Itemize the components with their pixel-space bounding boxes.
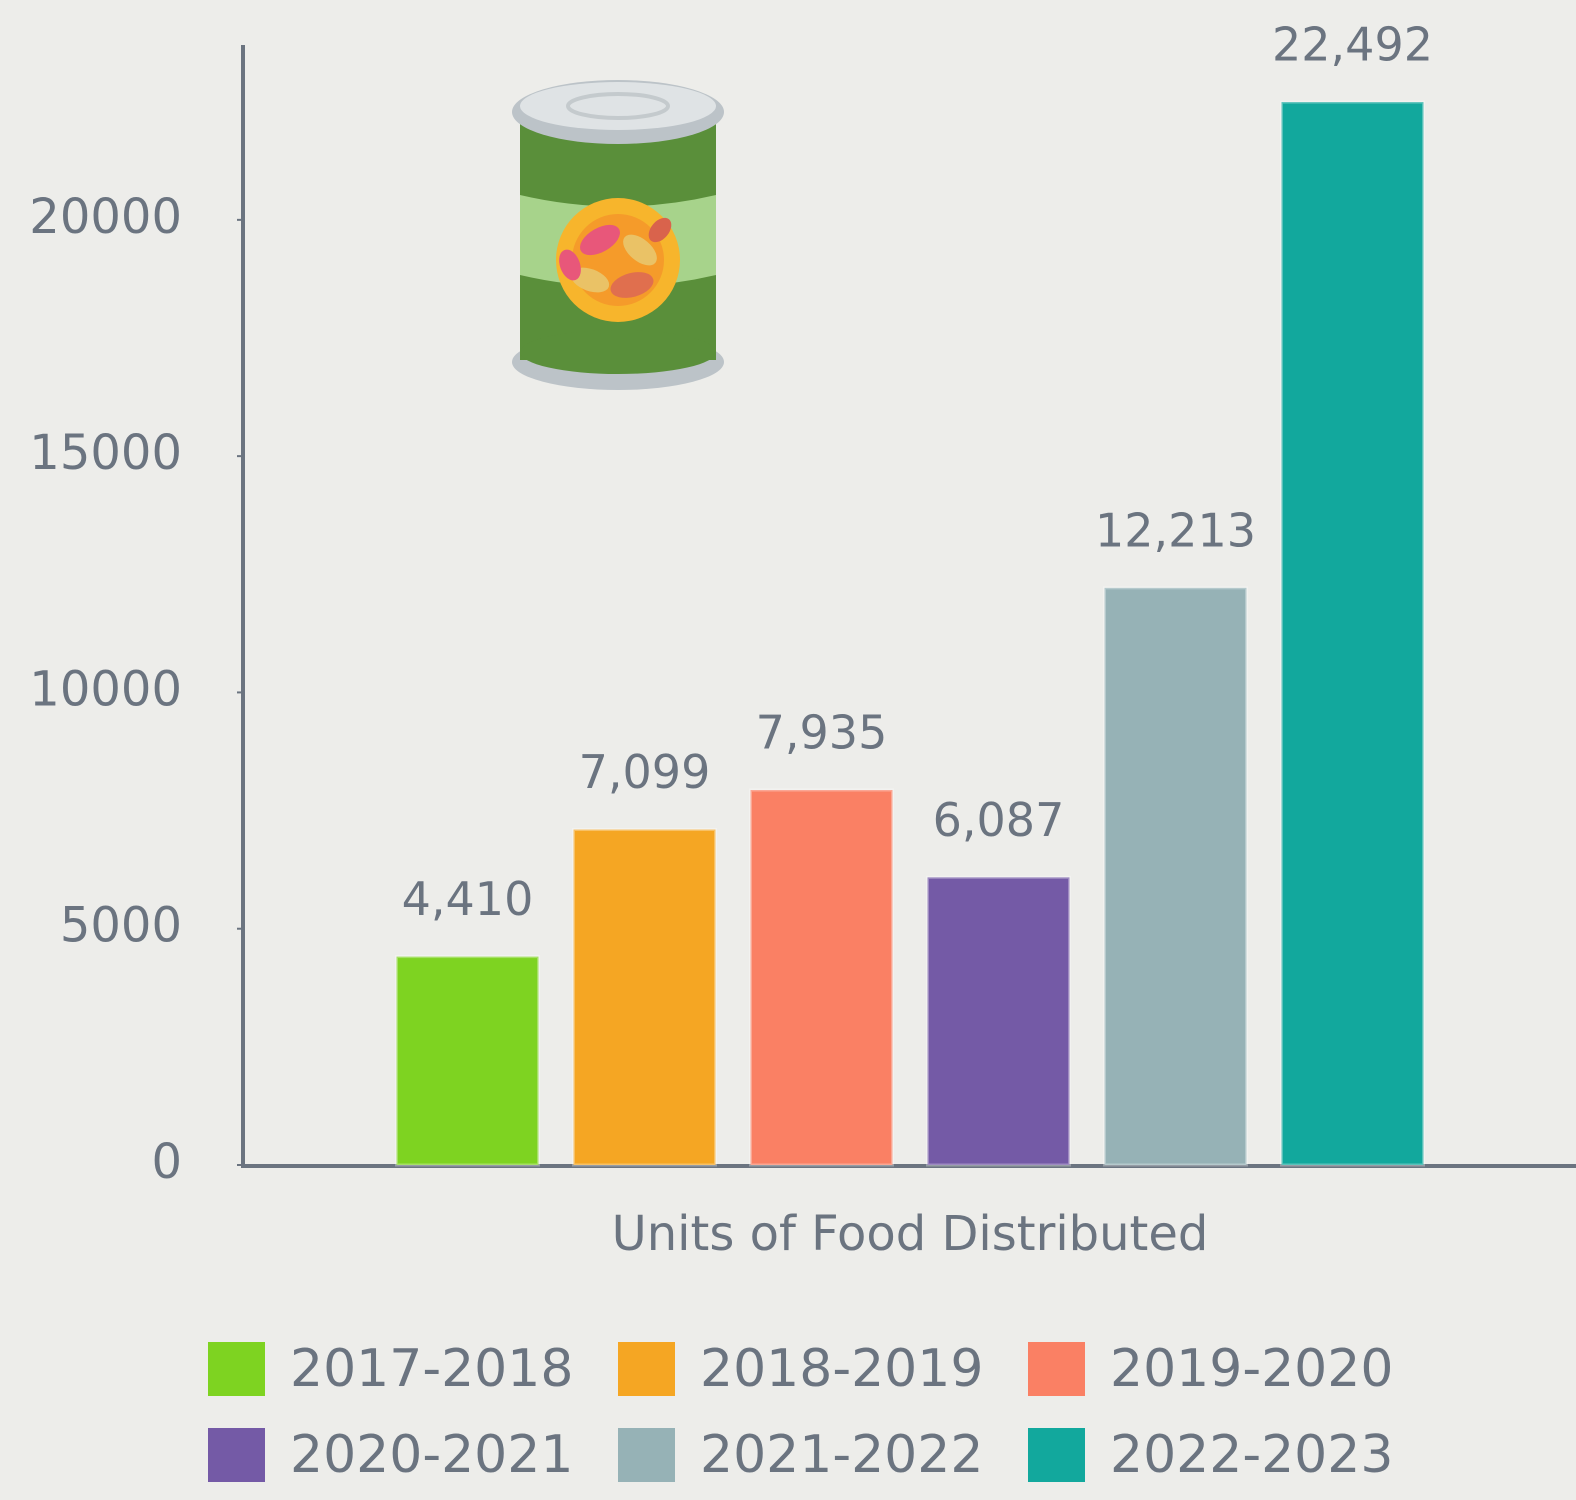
bar: [1280, 100, 1425, 1167]
y-tick-label: 20000: [29, 189, 182, 245]
legend-label: 2022-2023: [1110, 1425, 1393, 1485]
value-label: 6,087: [933, 793, 1065, 847]
legend-label: 2018-2019: [700, 1339, 983, 1399]
legend-swatch: [1028, 1342, 1085, 1396]
y-tick-label: 10000: [29, 661, 182, 717]
value-label: 22,492: [1272, 18, 1433, 72]
legend-swatch: [208, 1428, 265, 1482]
legend-label: 2019-2020: [1110, 1339, 1393, 1399]
bar: [395, 955, 540, 1167]
can-icon: [512, 80, 724, 390]
legend-swatch: [618, 1428, 675, 1482]
legend-swatch: [618, 1342, 675, 1396]
y-tick-label: 0: [151, 1134, 182, 1190]
legend-swatch: [208, 1342, 265, 1396]
bar: [1103, 586, 1248, 1167]
y-tick-label: 15000: [29, 425, 182, 481]
legend-label: 2017-2018: [290, 1339, 573, 1399]
legend-label: 2021-2022: [700, 1425, 983, 1485]
bar: [926, 875, 1071, 1167]
value-label: 7,099: [579, 745, 711, 799]
bar: [749, 788, 894, 1167]
bar: [572, 828, 717, 1167]
legend-label: 2020-2021: [290, 1425, 573, 1485]
legend-swatch: [1028, 1428, 1085, 1482]
value-label: 12,213: [1095, 503, 1256, 557]
x-category-label: Units of Food Distributed: [612, 1206, 1209, 1262]
y-tick-label: 5000: [60, 898, 182, 954]
value-label: 4,410: [402, 872, 534, 926]
value-label: 7,935: [756, 706, 888, 760]
